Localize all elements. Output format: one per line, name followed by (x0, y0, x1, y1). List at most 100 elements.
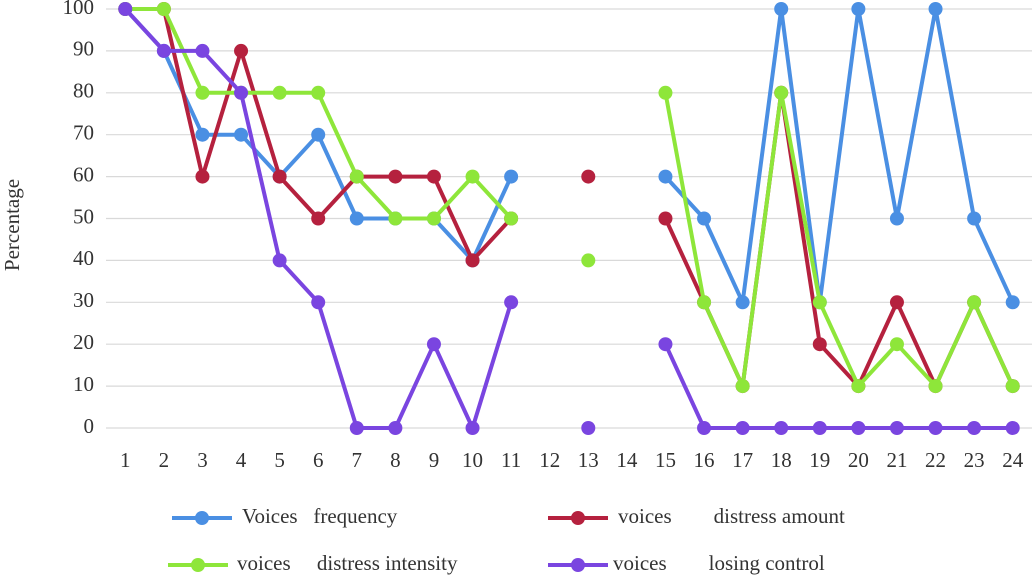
legend-marker (191, 558, 205, 572)
x-tick-label: 11 (501, 448, 521, 472)
x-tick-label: 21 (886, 448, 907, 472)
data-point (465, 169, 480, 184)
series-line (125, 7, 1015, 389)
y-tick-label: 90 (73, 37, 94, 61)
data-point (504, 295, 519, 310)
data-point (889, 337, 904, 352)
data-point (697, 211, 712, 226)
data-point (272, 253, 287, 268)
data-point (658, 169, 673, 184)
data-point (311, 127, 326, 142)
x-tick-label: 16 (694, 448, 715, 472)
x-tick-label: 7 (352, 448, 363, 472)
x-tick-label: 23 (964, 448, 985, 472)
data-point (581, 169, 596, 184)
y-tick-label: 0 (84, 414, 95, 438)
data-point (774, 2, 789, 16)
data-point (889, 211, 904, 226)
data-point (735, 421, 750, 435)
data-point (311, 211, 326, 226)
data-point (928, 379, 943, 394)
data-point (851, 379, 866, 394)
series-line (125, 7, 1015, 389)
data-point (658, 211, 673, 226)
data-point (195, 127, 210, 142)
data-point (504, 211, 519, 226)
data-point (658, 337, 673, 352)
data-point (234, 85, 249, 100)
x-tick-label: 4 (236, 448, 247, 472)
data-point (1005, 421, 1020, 435)
data-point (928, 2, 943, 16)
x-tick-label: 12 (539, 448, 560, 472)
data-point (195, 43, 210, 58)
y-tick-label: 10 (73, 372, 94, 396)
legend-marker (195, 511, 209, 525)
data-point (272, 85, 287, 100)
data-point (774, 85, 789, 100)
x-tick-label: 6 (313, 448, 324, 472)
x-tick-label: 15 (655, 448, 676, 472)
x-tick-label: 2 (159, 448, 170, 472)
data-point (195, 169, 210, 184)
y-tick-label: 20 (73, 330, 94, 354)
data-point (735, 379, 750, 394)
data-point (388, 421, 403, 435)
y-tick-label: 40 (73, 246, 94, 270)
y-tick-label: 30 (73, 288, 94, 312)
data-point (967, 211, 982, 226)
legend-marker (571, 558, 585, 572)
data-point (504, 169, 519, 184)
x-tick-label: 18 (771, 448, 792, 472)
data-point (156, 2, 171, 16)
legend-label: Voices frequency (242, 504, 398, 528)
data-point (426, 169, 441, 184)
data-point (426, 337, 441, 352)
data-point (349, 421, 364, 435)
data-point (889, 295, 904, 310)
x-tick-label: 10 (462, 448, 483, 472)
data-point (349, 169, 364, 184)
data-point (774, 421, 789, 435)
legend-label: voices distress amount (618, 504, 845, 528)
x-tick-label: 14 (616, 448, 638, 472)
data-point (697, 421, 712, 435)
x-tick-label: 1 (120, 448, 131, 472)
y-tick-label: 70 (73, 121, 94, 145)
x-tick-label: 19 (809, 448, 830, 472)
data-point (812, 295, 827, 310)
data-point (465, 253, 480, 268)
y-axis-label: Percentage (0, 179, 24, 271)
data-point (581, 253, 596, 268)
data-point (388, 211, 403, 226)
data-point (812, 337, 827, 352)
x-tick-label: 22 (925, 448, 946, 472)
x-tick-label: 13 (578, 448, 599, 472)
data-point (156, 43, 171, 58)
data-point (272, 169, 287, 184)
data-point (1005, 295, 1020, 310)
data-point (118, 2, 133, 16)
data-point (388, 169, 403, 184)
data-point (1005, 379, 1020, 394)
data-point (851, 2, 866, 16)
y-tick-label: 50 (73, 204, 94, 228)
data-point (234, 43, 249, 58)
x-tick-label: 17 (732, 448, 753, 472)
data-point (928, 421, 943, 435)
data-point (465, 421, 480, 435)
legend-label: voices losing control (613, 551, 825, 575)
data-point (967, 421, 982, 435)
data-point (311, 295, 326, 310)
x-tick-label: 20 (848, 448, 869, 472)
x-tick-label: 24 (1002, 448, 1024, 472)
x-tick-label: 5 (274, 448, 285, 472)
data-point (311, 85, 326, 100)
x-tick-label: 8 (390, 448, 401, 472)
data-point (195, 85, 210, 100)
y-tick-label: 100 (63, 0, 95, 19)
y-tick-label: 80 (73, 79, 94, 103)
x-tick-label: 3 (197, 448, 208, 472)
y-tick-label: 60 (73, 162, 94, 186)
